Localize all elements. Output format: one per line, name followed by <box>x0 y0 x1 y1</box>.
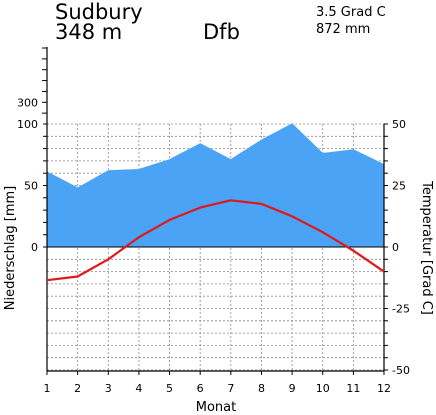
temperature-line <box>46 199 385 282</box>
x-tick-label: 6 <box>197 382 204 395</box>
precipitation-axis-label: Niederschlag [mm] <box>3 186 18 311</box>
x-tick-label: 10 <box>316 382 330 395</box>
annual-precipitation: 872 mm <box>316 22 371 37</box>
climate-class: Dfb <box>203 20 240 44</box>
precipitation-area <box>46 123 385 248</box>
temp-tick-label: 0 <box>392 241 399 254</box>
precip-tick-label: 300 <box>17 96 38 109</box>
axes <box>42 47 388 375</box>
x-tick-label: 8 <box>258 382 265 395</box>
station-elevation: 348 m <box>55 20 123 44</box>
x-tick-label: 4 <box>135 382 142 395</box>
x-tick-label: 7 <box>227 382 234 395</box>
station-name: Sudbury <box>55 0 143 24</box>
precip-tick-label: 100 <box>17 118 38 131</box>
temp-tick-label: -25 <box>392 303 410 316</box>
x-tick-label: 3 <box>105 382 112 395</box>
temp-tick-label: -50 <box>392 364 410 377</box>
temp-tick-label: 25 <box>392 180 406 193</box>
x-tick-label: 9 <box>289 382 296 395</box>
x-tick-label: 11 <box>346 382 360 395</box>
x-tick-label: 2 <box>74 382 81 395</box>
temp-tick-label: 50 <box>392 118 406 131</box>
x-tick-label: 12 <box>377 382 391 395</box>
precip-tick-label: 50 <box>24 180 38 193</box>
mean-temperature: 3.5 Grad C <box>316 5 386 20</box>
temperature-axis-label: Temperatur [Grad C] <box>419 180 434 315</box>
x-tick-label: 5 <box>166 382 173 395</box>
x-tick-label: 1 <box>44 382 51 395</box>
precip-tick-label: 0 <box>31 241 38 254</box>
x-axis-label: Monat <box>196 400 236 415</box>
